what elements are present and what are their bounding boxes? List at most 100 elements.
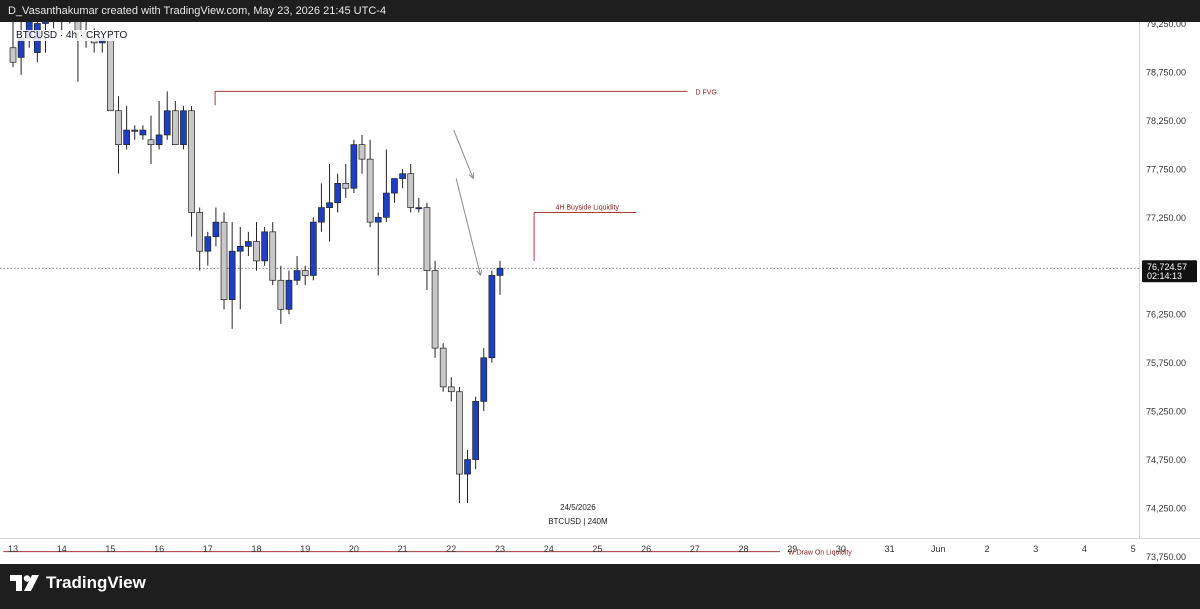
bearish-candle — [196, 212, 204, 252]
bearish-candle — [277, 279, 285, 310]
time-tick-label: 18 — [251, 544, 261, 554]
time-tick-label: 30 — [836, 544, 846, 554]
countdown-timer: 02:14:13 — [1147, 271, 1182, 281]
price-tick-label: 78,750.00 — [1146, 67, 1186, 77]
bearish-candle — [407, 173, 415, 208]
bullish-candle — [472, 401, 479, 460]
bullish-candle — [309, 221, 317, 276]
bearish-candle — [220, 221, 228, 301]
bearish-candle — [269, 231, 277, 281]
bearish-candle — [171, 110, 179, 145]
bearish-candle — [9, 47, 17, 63]
time-tick-label: 25 — [592, 544, 602, 554]
bullish-candle — [163, 110, 171, 136]
bullish-candle — [139, 129, 147, 136]
bearish-candle — [366, 158, 374, 223]
time-tick-label: 20 — [349, 544, 359, 554]
bearish-candle — [456, 391, 463, 475]
time-tick-label: 27 — [690, 544, 700, 554]
bullish-candle — [374, 216, 382, 223]
brand-logo[interactable]: TradingView — [10, 573, 146, 593]
bullish-candle — [334, 183, 342, 204]
time-tick-label: 24 — [544, 544, 554, 554]
time-tick-label: 15 — [105, 544, 115, 554]
bullish-candle — [293, 270, 301, 281]
price-tick-label: 73,750.00 — [1146, 552, 1186, 562]
bullish-candle — [391, 178, 398, 194]
brand-name: TradingView — [46, 573, 146, 592]
time-tick-label: 3 — [1033, 544, 1038, 554]
bearish-candle — [107, 37, 114, 112]
bullish-candle — [480, 357, 488, 402]
crosshair-series-label: BTCUSD | 240M — [548, 517, 608, 526]
bearish-candle — [423, 207, 431, 271]
bullish-candle — [123, 129, 130, 145]
arrow-shaft — [453, 129, 474, 179]
level-label: D FVG — [695, 89, 716, 96]
time-tick-label: 29 — [787, 544, 797, 554]
time-tick-label: 4 — [1082, 544, 1087, 554]
crosshair-date-label: 24/5/2026 — [560, 503, 596, 512]
bullish-candle — [399, 173, 406, 179]
level-label: 4H Buyside Liquidity — [556, 204, 620, 211]
price-tick-label: 76,250.00 — [1146, 310, 1186, 320]
bullish-candle — [212, 221, 220, 238]
chart-caption: D_Vasanthakumar created with TradingView… — [0, 0, 1200, 22]
time-tick-label: Jun — [931, 544, 946, 554]
bullish-candle — [318, 207, 325, 223]
tradingview-logo-icon — [10, 575, 39, 591]
price-tick-label: 77,750.00 — [1146, 164, 1186, 174]
bullish-candle — [415, 207, 423, 210]
time-tick-label: 21 — [398, 544, 408, 554]
time-tick-label: 17 — [203, 544, 213, 554]
bullish-candle — [496, 267, 504, 276]
arrow-head — [476, 270, 481, 276]
price-tick-label: 74,750.00 — [1146, 455, 1186, 465]
bullish-candle — [326, 202, 333, 208]
candle-layer — [9, 22, 504, 504]
time-tick-label: 28 — [738, 544, 748, 554]
bullish-candle — [488, 275, 496, 359]
arrow-shaft — [455, 178, 482, 276]
bullish-candle — [228, 250, 236, 301]
bearish-candle — [342, 183, 350, 189]
footer-bar: TradingView — [0, 564, 1200, 609]
bearish-candle — [447, 386, 455, 393]
time-tick-label: 19 — [300, 544, 310, 554]
price-tick-label: 74,250.00 — [1146, 504, 1186, 514]
time-tick-label: 14 — [57, 544, 67, 554]
bullish-candle — [131, 129, 139, 132]
time-tick-label: 5 — [1131, 544, 1136, 554]
symbol-info[interactable]: BTCUSD · 4h · CRYPTO — [14, 30, 130, 41]
bullish-candle — [245, 241, 252, 247]
bearish-candle — [358, 144, 366, 160]
bullish-candle — [155, 134, 163, 145]
price-tick-label: 78,250.00 — [1146, 116, 1186, 126]
bearish-candle — [188, 110, 195, 213]
arrow-drawing — [453, 129, 475, 179]
level-label: W Draw On Liquidity — [788, 550, 852, 557]
last-price-value: 76,724.57 — [1147, 262, 1187, 272]
bullish-candle — [464, 459, 471, 475]
candlestick-chart[interactable]: D FVG 4H Buyside Liquidity W Draw On Liqui… — [0, 22, 1200, 564]
time-tick-label: 16 — [154, 544, 164, 554]
bearish-candle — [115, 110, 122, 145]
time-tick-label: 23 — [495, 544, 505, 554]
arrow-head — [480, 269, 483, 276]
bullish-candle — [285, 279, 293, 310]
time-tick-label: 13 — [8, 544, 18, 554]
chart-area[interactable]: D FVG 4H Buyside Liquidity W Draw On Liqui… — [0, 22, 1200, 564]
price-tick-label: 79,250.00 — [1146, 22, 1186, 29]
price-tick-label: 77,250.00 — [1146, 213, 1186, 223]
bearish-candle — [253, 241, 260, 262]
price-tick-label: 75,750.00 — [1146, 358, 1186, 368]
bullish-candle — [204, 236, 212, 252]
last-price-badge — [1142, 260, 1197, 283]
bearish-candle — [301, 270, 309, 276]
time-tick-label: 26 — [641, 544, 651, 554]
time-tick-label: 31 — [885, 544, 895, 554]
time-tick-label: 22 — [446, 544, 456, 554]
time-tick-label: 2 — [984, 544, 989, 554]
bullish-candle — [180, 110, 187, 145]
arrow-head — [468, 174, 474, 179]
